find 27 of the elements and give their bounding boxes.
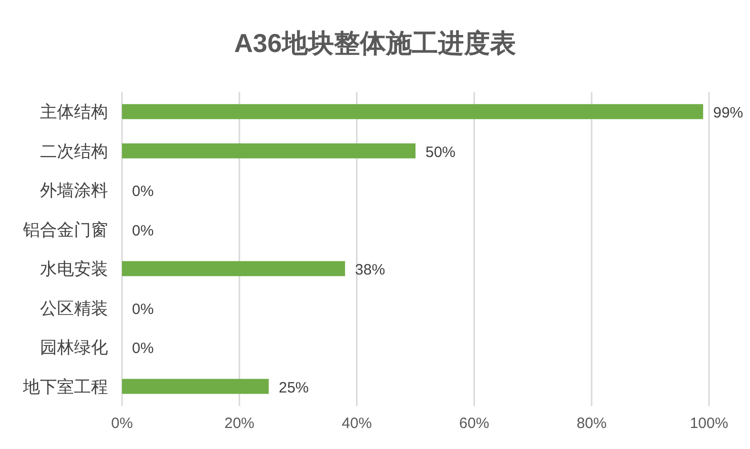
data-label: 99% (713, 104, 744, 122)
data-label: 0% (132, 183, 154, 200)
y-tick-label: 外墙涂料 (40, 181, 108, 200)
y-tick-label: 园林绿化 (40, 338, 108, 358)
y-tick-label: 二次结构 (40, 142, 108, 161)
bar (122, 104, 704, 120)
bar (122, 261, 346, 276)
data-label: 0% (132, 222, 154, 240)
x-tick-label: 80% (576, 415, 607, 432)
x-tick-label: 40% (342, 415, 372, 432)
chart-title: A36地块整体施工进度表 (234, 28, 516, 58)
data-label: 0% (132, 300, 154, 318)
x-tick-label: 100% (690, 415, 728, 432)
bar (122, 143, 416, 158)
x-tick-label: 20% (224, 415, 254, 432)
y-tick-label: 地下室工程 (22, 377, 108, 396)
y-tick-label: 水电安装 (40, 260, 108, 279)
y-tick-label: 公区精装 (40, 298, 108, 318)
y-tick-label: 主体结构 (40, 102, 108, 122)
data-label: 50% (426, 144, 456, 161)
x-tick-label: 60% (459, 415, 490, 432)
bar (122, 378, 269, 394)
data-label: 25% (278, 379, 309, 396)
y-tick-label: 铝合金门窗 (22, 220, 108, 240)
data-label: 38% (355, 262, 386, 279)
x-tick-label: 0% (111, 415, 133, 432)
data-label: 0% (132, 340, 154, 358)
